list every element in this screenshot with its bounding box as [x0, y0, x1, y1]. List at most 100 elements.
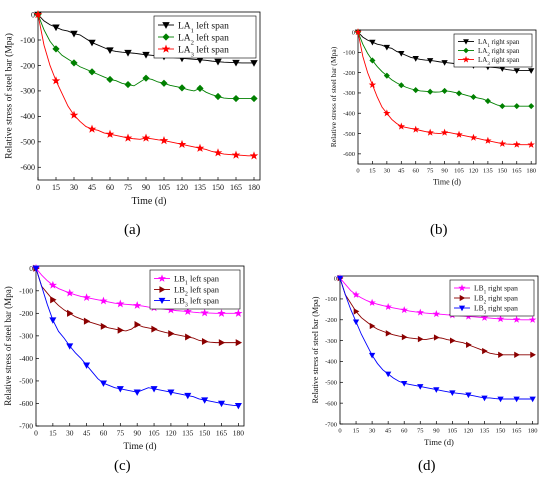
data-point	[480, 313, 489, 321]
plot-frame	[37, 11, 261, 181]
data-point	[385, 330, 392, 337]
y-axis-label: Relative stress of steel bar (Mpa)	[3, 286, 13, 405]
data-point	[449, 390, 456, 397]
data-point	[383, 72, 390, 79]
y-tick-label: -600	[20, 163, 35, 172]
y-tick-label: 0	[352, 29, 355, 36]
x-tick-label: 150	[497, 168, 507, 175]
data-point	[184, 392, 192, 400]
y-tick-label: -100	[19, 286, 33, 295]
data-point	[250, 60, 258, 67]
data-point	[232, 59, 240, 67]
data-point	[354, 28, 362, 36]
legend-label: LB2 right span	[474, 294, 518, 306]
data-point	[441, 87, 448, 94]
data-point	[52, 45, 60, 53]
panel-label-c: (c)	[114, 458, 131, 474]
series-2	[33, 264, 243, 347]
x-tick-label: 15	[52, 183, 60, 192]
data-point	[87, 124, 97, 133]
x-tick-label: 60	[412, 168, 419, 175]
data-point	[70, 59, 78, 67]
x-tick-label: 90	[441, 168, 448, 175]
data-point	[470, 93, 477, 101]
legend-label: LA1 left span	[178, 20, 229, 34]
data-point	[142, 74, 150, 82]
legend-swatch-marker	[158, 297, 166, 305]
data-point	[213, 148, 223, 157]
chart-a: 0 15 30 45 60 75 90 105 120 135 150 165 180 0 -100 -200…	[4, 10, 261, 207]
y-tick-label: -500	[343, 131, 355, 138]
data-point	[397, 122, 406, 130]
legend-swatch-marker	[162, 33, 170, 41]
data-point	[530, 351, 536, 358]
y-tick-label: -500	[325, 380, 337, 387]
panel-label-b: (b)	[430, 222, 448, 238]
data-point	[124, 49, 132, 57]
x-tick-label: 45	[88, 183, 96, 192]
series-3	[336, 275, 536, 403]
data-point	[426, 128, 434, 136]
data-point	[116, 299, 125, 308]
data-point	[105, 129, 115, 138]
legend-label: LA3 left span	[178, 44, 229, 58]
data-point	[455, 130, 463, 138]
x-tick-label: 90	[133, 429, 141, 438]
legend-swatch-marker	[458, 284, 466, 292]
data-point	[232, 94, 240, 103]
x-tick-label: 150	[496, 428, 506, 435]
data-point	[417, 384, 424, 390]
data-point	[100, 322, 108, 330]
data-point	[178, 84, 186, 92]
panel-label-a: (a)	[124, 222, 141, 238]
data-point	[513, 68, 520, 74]
x-tick-label: 75	[117, 429, 125, 438]
x-tick-label: 180	[528, 428, 538, 435]
data-point	[69, 110, 79, 119]
data-point	[412, 56, 419, 62]
data-point	[450, 337, 456, 344]
x-tick-label: 120	[464, 428, 474, 435]
y-tick-label: -400	[325, 359, 337, 366]
x-tick-label: 165	[230, 183, 242, 192]
data-point	[512, 315, 521, 323]
legend-label: LB2 left span	[174, 284, 220, 297]
data-point	[177, 139, 187, 149]
data-point	[352, 319, 360, 326]
legend-label: LB1 right span	[474, 284, 518, 296]
y-tick-label: -700	[19, 422, 33, 431]
x-tick-label: 120	[165, 429, 177, 438]
data-point	[65, 288, 74, 297]
data-point	[235, 339, 243, 347]
data-point	[83, 362, 91, 369]
data-point	[417, 336, 424, 343]
x-tick-label: 0	[338, 428, 341, 435]
data-point	[70, 30, 78, 38]
data-point	[249, 151, 259, 160]
y-tick-label: -600	[19, 399, 33, 408]
legend-swatch-marker	[462, 55, 470, 63]
y-axis-label: Relative stress of steel bar (Mpa)	[329, 46, 338, 147]
chart-b: 0 15 30 45 60 75 90 105 120 135 150 165 180 0 -100 -200…	[329, 28, 537, 187]
x-tick-label: 0	[356, 168, 359, 175]
data-point	[398, 50, 405, 57]
data-point	[33, 10, 43, 19]
data-point	[400, 306, 408, 314]
data-point	[123, 133, 133, 142]
y-tick-label: -600	[343, 151, 355, 158]
data-point	[369, 322, 376, 330]
data-point	[106, 47, 114, 55]
data-point	[497, 396, 504, 403]
data-point	[369, 57, 376, 64]
x-tick-label: 135	[194, 183, 206, 192]
x-tick-label: 45	[83, 429, 91, 438]
chart-c: 0 15 30 45 60 75 90 105 120 135 150 165 180 0 -100 -200…	[3, 264, 245, 452]
data-point	[499, 103, 506, 110]
y-tick-label: -300	[19, 331, 33, 340]
x-tick-label: 135	[480, 428, 490, 435]
y-tick-label: -200	[325, 317, 337, 324]
data-point	[416, 308, 424, 316]
data-point	[49, 317, 57, 324]
data-point	[383, 109, 391, 117]
y-tick-label: -100	[343, 50, 355, 57]
